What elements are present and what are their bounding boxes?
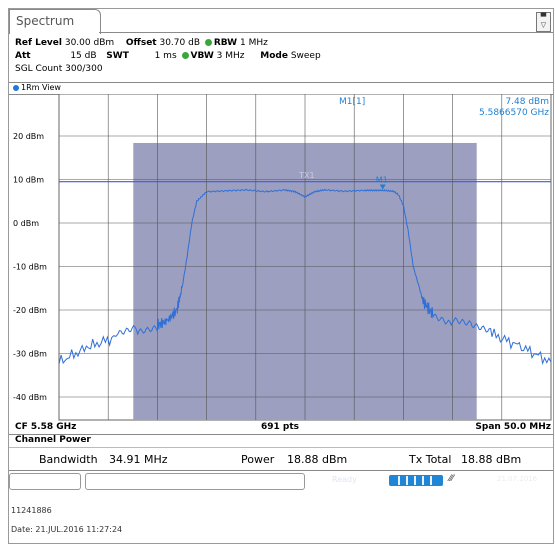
swt-label: SWT [106,51,129,61]
channel-power-header: Channel Power [9,434,553,446]
cf-label: CF 5.58 GHz [15,422,77,432]
rbw-value: 1 MHz [239,38,268,48]
status-bar: Ready ⁄⁄⁄ 21.07.2016 [9,471,553,491]
y-tick-label: -10 dBm [13,263,47,272]
spectrum-svg: 20 dBm 10 dBm 0 dBm -10 dBm -20 dBm -30 dBm -4… [13,93,552,489]
marker-triangle-icon [379,184,386,190]
marker-level: 7.48 dBm [505,97,549,107]
points-label: 691 pts [261,422,300,432]
marker-name: M1[1] [339,97,365,107]
span-label: Span 50.0 MHz [475,422,551,432]
axis-footer: CF 5.58 GHz 691 pts Span 50.0 MHz [15,421,551,435]
marker-frequency: 5.5866570 GHz [479,108,549,118]
sgl-count: SGL Count 300/300 [15,64,103,74]
bandwidth-label: Bandwidth [39,453,98,466]
spectrum-plot: 20 dBm 10 dBm 0 dBm -10 dBm -20 dBm -30 dBm -4… [9,93,553,489]
status-field-2[interactable] [85,473,305,490]
att-label: Att [15,51,31,61]
channel-power-values: Bandwidth 34.91 MHz Power 18.88 dBm Tx T… [9,447,553,471]
sweep-progress [389,475,443,486]
vbw-value: 3 MHz [216,51,245,61]
settings-row-1: Ref Level 30.00 dBm Offset 30.70 dB RBW … [15,38,268,48]
power-label: Power [241,453,275,466]
power-value: 18.88 dBm [287,453,348,466]
y-tick-label: 10 dBm [13,176,44,185]
marker-tag: M1 [376,175,388,184]
status-field-1[interactable] [9,473,81,490]
trace-indicator-icon [13,84,19,91]
ready-label: Ready [332,475,357,484]
vbw-status-icon [181,52,189,59]
spectrum-trace [58,188,552,366]
offset-label: Offset [125,38,157,48]
menu-toggle-icon[interactable]: ▀ ▽ [536,12,551,32]
offset-value: 30.70 dB [159,38,200,48]
swt-value: 1 ms [154,51,177,61]
ref-level-value: 30.00 dBm [64,38,115,48]
y-tick-label: -20 dBm [13,306,47,315]
tab-spectrum[interactable]: Spectrum [9,9,101,34]
mode-label: Mode [260,51,288,61]
tab-label: Spectrum [16,14,75,28]
vbw-label: VBW [190,51,214,61]
y-tick-label: 20 dBm [13,132,44,141]
tab-divider [99,32,553,33]
spectrum-window: Spectrum ▀ ▽ Ref Level 30.00 dBm Offset 3… [8,8,554,544]
y-tick-label: -40 dBm [13,393,47,402]
view-label: 1Rm View [21,83,61,92]
status-date: 21.07.2016 [497,475,538,483]
y-tick-label: -30 dBm [13,350,47,359]
file-id: 11241886 [11,506,52,515]
bandwidth-value: 34.91 MHz [109,453,168,466]
txtotal-label: Tx Total [409,453,452,466]
settings-row-2: Att 15 dB SWT 1 ms VBW 3 MHz Mode Sweep [15,51,321,61]
timestamp: Date: 21.JUL.2016 11:27:24 [11,525,123,534]
txtotal-value: 18.88 dBm [461,453,522,466]
mode-value: Sweep [290,51,321,61]
channel-tag: TX1 [298,171,314,180]
rbw-status-icon [204,39,212,46]
att-value: 15 dB [70,51,97,61]
sweep-status-icon: ⁄⁄⁄ [449,474,454,484]
rbw-label: RBW [213,38,238,48]
ref-level-label: Ref Level [15,38,62,48]
y-tick-label: 0 dBm [13,219,39,228]
